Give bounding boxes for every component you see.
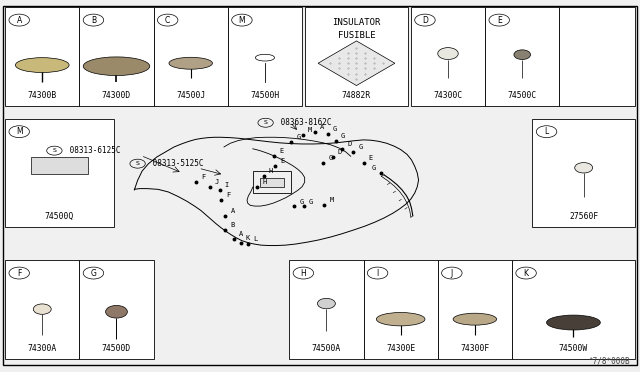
Text: 74500Q: 74500Q [45,212,74,221]
Text: B: B [230,222,235,228]
FancyBboxPatch shape [253,171,291,193]
Text: 74300D: 74300D [102,91,131,100]
Ellipse shape [83,57,150,76]
Text: G: G [371,165,376,171]
FancyBboxPatch shape [411,7,485,106]
Text: G: G [300,199,304,205]
Text: 74500W: 74500W [559,344,588,353]
Text: D: D [348,141,352,147]
Text: K: K [524,269,529,278]
FancyBboxPatch shape [31,157,88,174]
Text: D: D [338,149,342,155]
Text: 74882R: 74882R [342,91,371,100]
Text: 74500H: 74500H [250,91,280,100]
Text: 27560F: 27560F [569,212,598,221]
Circle shape [575,163,593,173]
Text: H: H [301,269,306,278]
FancyBboxPatch shape [559,7,635,106]
Text: M: M [308,127,312,133]
Text: 74500A: 74500A [312,344,341,353]
FancyBboxPatch shape [154,7,228,106]
FancyBboxPatch shape [79,7,154,106]
Text: I: I [376,269,379,278]
Text: G: G [90,269,97,278]
Text: G: G [358,144,363,150]
FancyBboxPatch shape [5,119,114,227]
Text: E: E [369,155,373,161]
Ellipse shape [376,312,425,326]
FancyBboxPatch shape [3,6,637,365]
Text: 74300E: 74300E [386,344,415,353]
Text: G: G [328,155,333,161]
Text: A: A [239,231,243,237]
Text: M: M [239,16,245,25]
Text: F: F [17,269,21,278]
Text: 74300A: 74300A [28,344,57,353]
Text: 74500C: 74500C [508,91,537,100]
Text: I: I [225,182,229,188]
Circle shape [514,50,531,60]
Text: G: G [341,133,346,139]
Ellipse shape [15,58,69,73]
Text: A: A [230,208,235,214]
Text: G: G [296,134,301,140]
Ellipse shape [547,315,600,330]
Text: E: E [279,148,284,154]
Text: S: S [264,120,268,125]
Text: D: D [422,16,428,25]
Text: INSULATOR: INSULATOR [332,18,381,27]
Text: M: M [330,197,334,203]
Circle shape [438,48,458,60]
Text: S: S [52,148,56,153]
Text: C: C [165,16,170,25]
FancyBboxPatch shape [289,260,364,359]
FancyBboxPatch shape [438,260,512,359]
Text: H: H [262,179,267,185]
Text: S: S [136,161,140,166]
Text: L: L [253,236,258,242]
Polygon shape [318,41,395,86]
Text: 08363-8162C: 08363-8162C [276,118,332,127]
Text: G: G [309,199,314,205]
FancyBboxPatch shape [485,7,559,106]
Text: F: F [202,174,206,180]
Circle shape [33,304,51,314]
Text: 74500D: 74500D [102,344,131,353]
Text: A: A [17,16,22,25]
FancyBboxPatch shape [364,260,438,359]
Text: 74500J: 74500J [176,91,205,100]
FancyBboxPatch shape [79,260,154,359]
FancyBboxPatch shape [532,119,635,227]
FancyBboxPatch shape [512,260,635,359]
Text: H: H [269,168,273,174]
FancyBboxPatch shape [5,7,79,106]
Ellipse shape [169,57,212,69]
FancyBboxPatch shape [5,260,79,359]
Text: J: J [215,179,220,185]
Text: L: L [545,127,548,136]
Text: F: F [226,192,230,198]
Text: J: J [451,269,453,278]
Circle shape [317,298,335,309]
Text: G: G [333,126,337,132]
Text: K: K [246,235,250,241]
Text: B: B [91,16,96,25]
Text: 74300B: 74300B [28,91,57,100]
Text: M: M [16,127,22,136]
Text: 74300F: 74300F [460,344,490,353]
Text: FUSIBLE: FUSIBLE [338,31,375,40]
Text: ^7/8*000B: ^7/8*000B [589,356,630,365]
Text: E: E [280,158,285,164]
Text: 08313-5125C: 08313-5125C [148,159,204,168]
Ellipse shape [453,313,497,325]
Text: E: E [497,16,502,25]
FancyBboxPatch shape [228,7,302,106]
FancyBboxPatch shape [305,7,408,106]
Text: 08313-6125C: 08313-6125C [65,146,120,155]
FancyBboxPatch shape [260,178,284,187]
Text: A: A [320,124,324,130]
Circle shape [106,305,127,318]
Text: 74300C: 74300C [433,91,463,100]
